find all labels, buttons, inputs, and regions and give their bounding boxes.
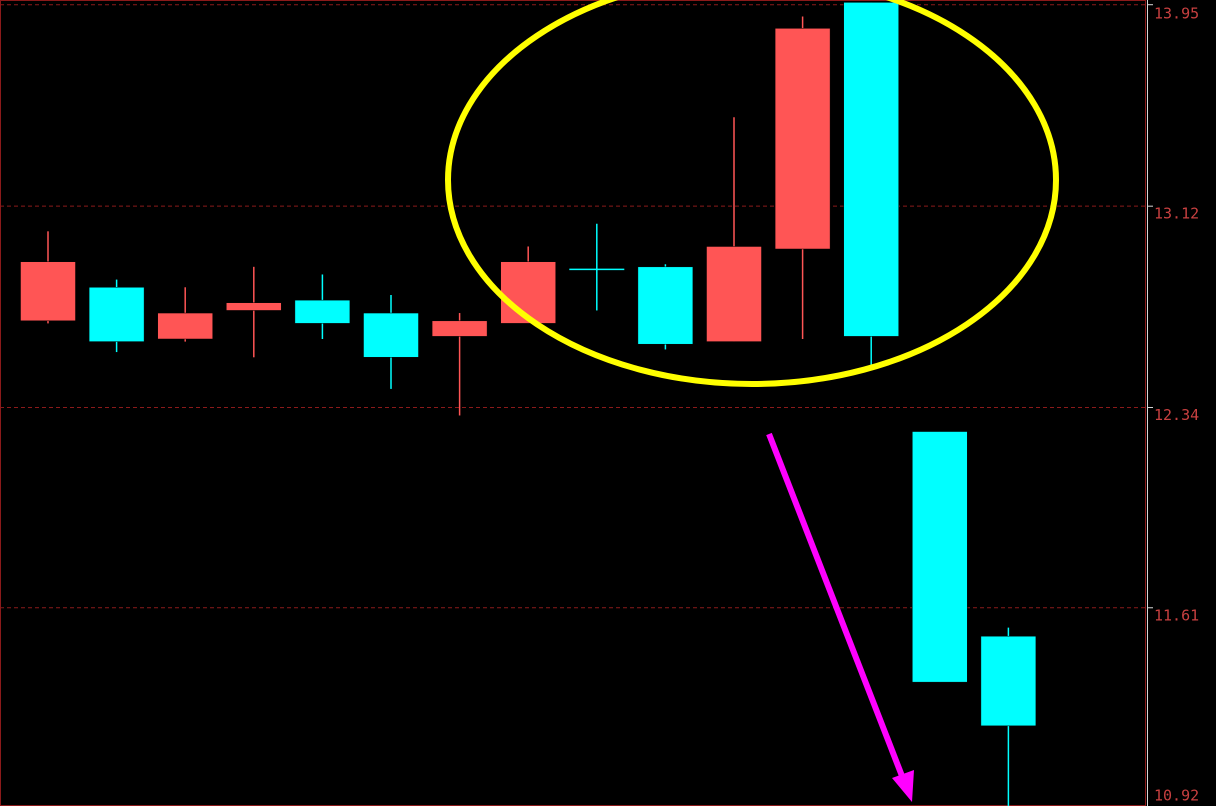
y-tick-label: 13.12 bbox=[1154, 205, 1199, 223]
candle-body bbox=[294, 299, 351, 324]
candle-body bbox=[500, 261, 556, 324]
y-tick-label: 13.95 bbox=[1154, 5, 1199, 23]
candle-body bbox=[226, 302, 282, 311]
candles bbox=[20, 2, 1037, 806]
candle-body bbox=[431, 320, 488, 337]
candle-body bbox=[363, 312, 419, 358]
candle-body bbox=[774, 28, 831, 250]
candle-body bbox=[157, 312, 213, 340]
candle-body bbox=[88, 287, 145, 342]
highlight-ellipse bbox=[445, 0, 1059, 387]
candle-body bbox=[912, 431, 968, 683]
arrow-shaft bbox=[766, 432, 905, 778]
y-tick-label: 10.92 bbox=[1154, 787, 1199, 805]
candle-body bbox=[843, 2, 899, 337]
candle-body bbox=[706, 246, 762, 342]
y-tick-label: 11.61 bbox=[1154, 606, 1199, 624]
candle-body bbox=[20, 261, 76, 322]
candle-body bbox=[637, 266, 694, 345]
candle-body bbox=[980, 635, 1037, 727]
y-tick-label: 12.34 bbox=[1154, 406, 1199, 424]
arrow-head bbox=[892, 770, 914, 802]
